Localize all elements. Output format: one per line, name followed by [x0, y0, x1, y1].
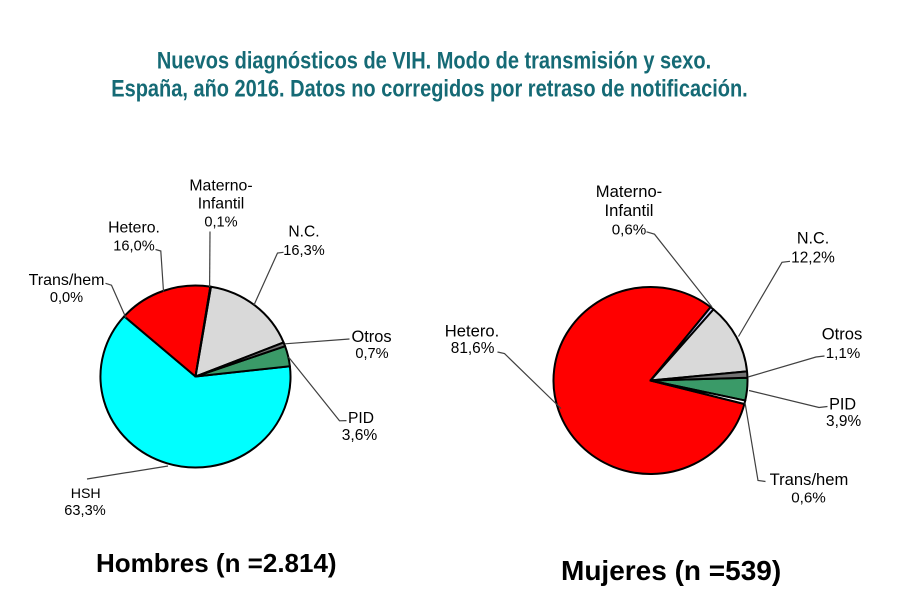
svg-text:0,7%: 0,7% [355, 346, 388, 362]
svg-text:Nuevos diagnósticos de VIH. Mo: Nuevos diagnósticos de VIH. Modo de tran… [157, 47, 711, 74]
svg-text:16,3%: 16,3% [283, 243, 324, 259]
svg-text:0,6%: 0,6% [612, 221, 647, 238]
svg-text:Infantil: Infantil [605, 201, 654, 220]
svg-text:Mujeres (n =539): Mujeres (n =539) [561, 555, 781, 586]
svg-text:12,2%: 12,2% [791, 250, 835, 267]
svg-text:0,0%: 0,0% [50, 290, 83, 306]
svg-text:0,1%: 0,1% [204, 215, 237, 231]
svg-text:PID: PID [829, 396, 856, 414]
svg-text:Hetero.: Hetero. [108, 220, 160, 237]
svg-text:Trans/hem: Trans/hem [29, 272, 105, 289]
svg-text:Infantil: Infantil [198, 196, 245, 213]
svg-text:Hetero.: Hetero. [445, 321, 499, 340]
svg-text:3,9%: 3,9% [826, 413, 861, 430]
svg-text:España, año 2016. Datos no cor: España, año 2016. Datos no corregidos po… [111, 75, 747, 102]
svg-text:HSH: HSH [71, 486, 101, 502]
svg-text:PID: PID [348, 410, 374, 427]
svg-text:Trans/hem: Trans/hem [770, 470, 849, 489]
svg-text:Otros: Otros [822, 324, 863, 343]
svg-text:Materno-: Materno- [189, 178, 252, 195]
svg-text:81,6%: 81,6% [451, 340, 495, 357]
svg-text:N.C.: N.C. [797, 230, 829, 248]
svg-text:Materno-: Materno- [596, 182, 662, 201]
svg-text:3,6%: 3,6% [342, 427, 378, 444]
svg-text:Hombres (n =2.814): Hombres (n =2.814) [96, 548, 337, 578]
svg-text:16,0%: 16,0% [113, 239, 154, 255]
svg-text:63,3%: 63,3% [64, 503, 105, 519]
svg-text:1,1%: 1,1% [826, 345, 861, 362]
svg-text:0,6%: 0,6% [791, 490, 826, 507]
svg-text:Otros: Otros [351, 328, 391, 346]
svg-text:N.C.: N.C. [288, 224, 319, 241]
